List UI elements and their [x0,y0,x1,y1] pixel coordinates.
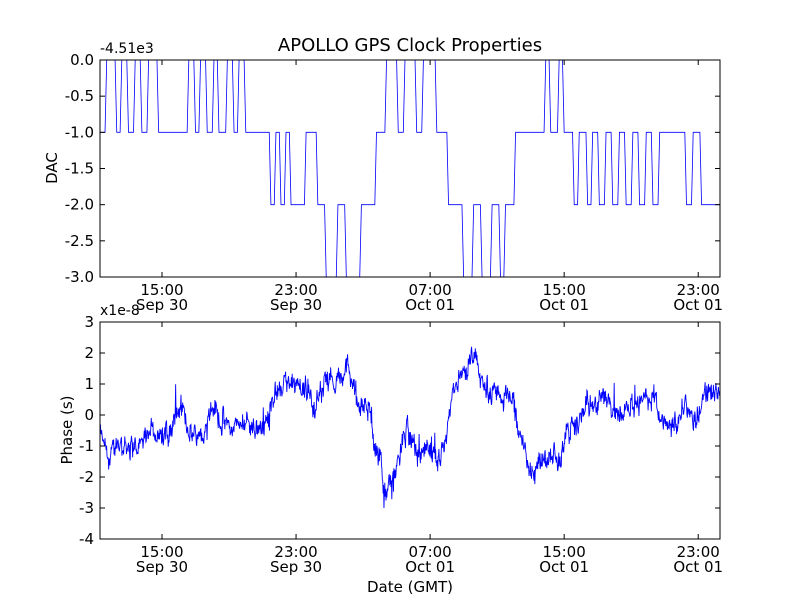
dac-y-tick-label: -3.0 [65,268,94,286]
dac-y-tick-label: -2.5 [65,232,94,250]
dac-plot-area [100,60,720,277]
phase-x-tick-time-label: 15:00 [140,543,183,561]
dac-y-tick-label: -1.0 [65,123,94,141]
dac-x-tick-time-label: 07:00 [408,281,451,299]
dac-y-tick-label: -0.5 [65,87,94,105]
dac-y-axis: 0.0 -0.5 -1.0 -1.5 -2.0 -2.5 -3.0 [65,51,720,286]
dac-x-tick-time-label: 23:00 [677,281,720,299]
dac-x-tick-time-label: 15:00 [140,281,183,299]
phase-x-tick-time-label: 23:00 [677,543,720,561]
phase-y-tick-label: -2 [79,468,94,486]
phase-y-tick-label: 0 [84,406,94,424]
phase-plot-area [100,322,720,539]
dac-y-tick-label: -1.5 [65,160,94,178]
phase-x-tick-date-label: Sep 30 [270,558,322,576]
phase-y-tick-label: -3 [79,499,94,517]
dac-y-tick-label: 0.0 [70,51,94,69]
phase-y-tick-label: -4 [79,530,94,548]
phase-x-tick-date-label: Sep 30 [136,558,188,576]
dac-x-tick-date-label: Oct 01 [405,296,455,314]
chart-title: APOLLO GPS Clock Properties [278,35,542,56]
phase-y-tick-label: 1 [84,375,94,393]
dac-series-line [100,59,720,278]
dac-x-tick-time-label: 15:00 [543,281,586,299]
dac-x-tick-date-label: Oct 01 [539,296,589,314]
dac-x-tick-date-label: Oct 01 [673,296,723,314]
phase-y-tick-label: 2 [84,344,94,362]
phase-x-tick-date-label: Oct 01 [405,558,455,576]
phase-y-axis: 3 2 1 0 -1 -2 -3 -4 [79,313,720,548]
dac-x-tick-time-label: 23:00 [274,281,317,299]
phase-y-tick-label: 3 [84,313,94,331]
phase-x-tick-time-label: 23:00 [274,543,317,561]
phase-x-axis-label: Date (GMT) [367,578,453,596]
phase-plot-frame [99,321,721,540]
phase-x-tick-date-label: Oct 01 [673,558,723,576]
dac-offset-label: -4.51e3 [100,41,154,57]
phase-series-line [100,346,720,509]
phase-offset-label: x1e-8 [100,303,140,319]
dac-y-axis-label: DAC [43,152,61,184]
phase-y-axis-label: Phase (s) [58,395,76,464]
phase-x-tick-time-label: 15:00 [543,543,586,561]
dac-x-tick-date-label: Sep 30 [136,296,188,314]
dac-y-tick-label: -2.0 [65,196,94,214]
phase-x-tick-time-label: 07:00 [408,543,451,561]
dac-x-tick-date-label: Sep 30 [270,296,322,314]
phase-x-tick-date-label: Oct 01 [539,558,589,576]
phase-y-tick-label: -1 [79,437,94,455]
